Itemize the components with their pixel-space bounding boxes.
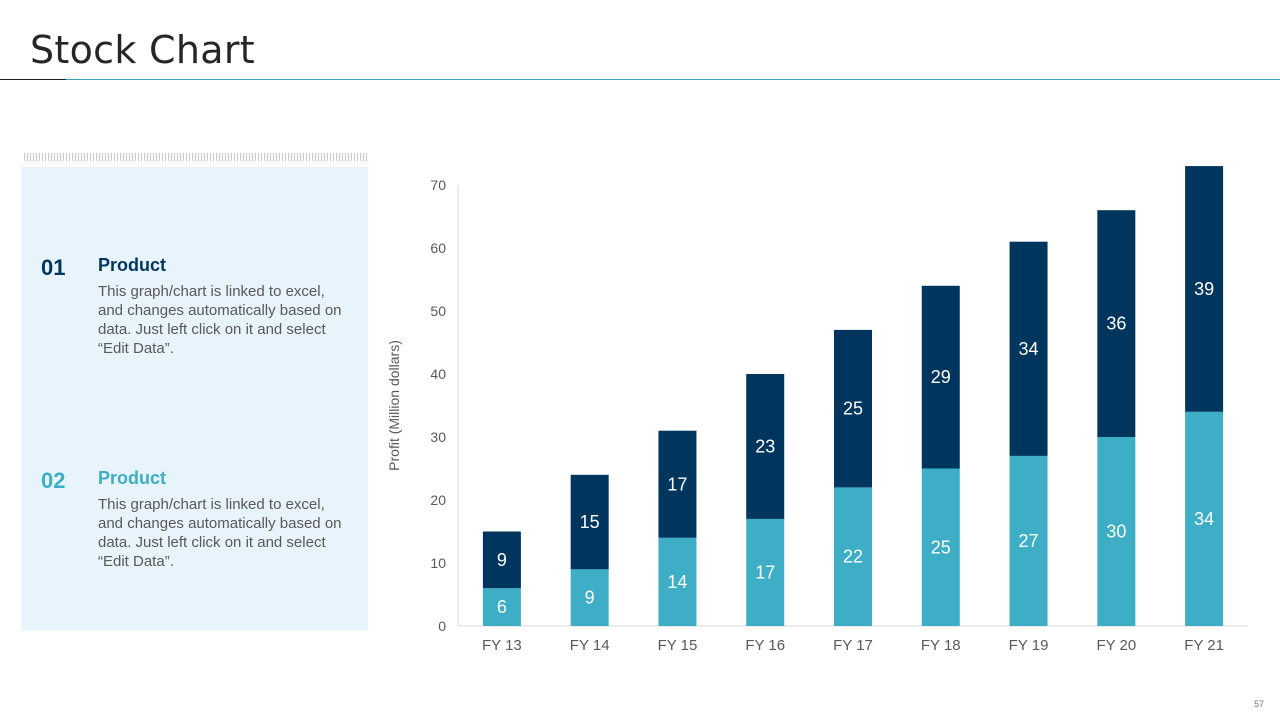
data-label: 17 <box>755 562 775 582</box>
bar-product-01 <box>570 474 609 570</box>
x-tick-label: FY 18 <box>921 637 961 654</box>
page-number: 57 <box>1253 699 1264 709</box>
y-tick-label: 70 <box>430 177 446 193</box>
x-tick-label: FY 15 <box>658 637 698 654</box>
title-underline-accent <box>0 79 66 80</box>
bar-product-01 <box>1185 166 1224 412</box>
bar-product-01 <box>1097 210 1136 437</box>
data-label: 25 <box>931 537 951 557</box>
bar-product-01 <box>1009 241 1048 456</box>
x-tick-label: FY 19 <box>1009 637 1049 654</box>
y-tick-label: 40 <box>430 366 446 382</box>
bar-product-01 <box>482 531 521 589</box>
y-tick-label: 10 <box>430 555 446 571</box>
item-heading: Product <box>98 255 167 275</box>
bar-product-01 <box>658 430 697 538</box>
data-label: 22 <box>843 547 863 567</box>
info-panel: 01 Product This graph/chart is linked to… <box>21 167 368 631</box>
bar-product-02 <box>1009 455 1048 626</box>
item-description: This graph/chart is linked to excel, and… <box>98 496 342 570</box>
slide-title: Stock Chart <box>30 28 255 72</box>
x-tick-label: FY 20 <box>1096 637 1136 654</box>
bar-product-01 <box>746 374 785 519</box>
bar-product-02 <box>746 518 785 626</box>
data-label: 17 <box>667 474 687 494</box>
data-label: 9 <box>585 588 595 608</box>
bar-product-02 <box>658 537 697 626</box>
bar-product-02 <box>1097 437 1136 626</box>
data-label: 6 <box>497 597 507 617</box>
bar-product-02 <box>482 588 521 626</box>
x-tick-label: FY 17 <box>833 637 873 654</box>
data-label: 34 <box>1019 339 1039 359</box>
x-tick-label: FY 21 <box>1184 637 1224 654</box>
x-tick-label: FY 16 <box>745 637 785 654</box>
bar-product-01 <box>921 285 960 469</box>
data-label: 9 <box>497 550 507 570</box>
data-label: 15 <box>580 512 600 532</box>
data-label: 27 <box>1019 531 1039 551</box>
y-tick-label: 0 <box>438 618 446 634</box>
panel-hatch-decoration <box>24 153 367 161</box>
item-number: 02 <box>41 468 66 493</box>
title-underline <box>66 79 1280 80</box>
data-label: 36 <box>1106 314 1126 334</box>
item-heading: Product <box>98 468 167 488</box>
data-label: 39 <box>1194 279 1214 299</box>
y-tick-label: 20 <box>430 492 446 508</box>
y-tick-label: 50 <box>430 303 446 319</box>
item-number: 01 <box>41 255 66 280</box>
data-label: 14 <box>667 572 687 592</box>
data-label: 29 <box>931 367 951 387</box>
data-label: 34 <box>1194 509 1214 529</box>
stacked-bar-chart: 0 10 20 30 40 50 60 70 Profit (Million dollars) 6… <box>386 166 1248 654</box>
data-label: 30 <box>1106 522 1126 542</box>
bar-product-02 <box>1185 411 1224 626</box>
bar-product-02 <box>834 487 872 626</box>
x-tick-label: FY 13 <box>482 637 522 654</box>
bar-product-01 <box>834 329 872 488</box>
bar-product-02 <box>570 569 609 626</box>
data-label: 25 <box>843 399 863 419</box>
data-label: 23 <box>755 436 775 456</box>
y-tick-label: 30 <box>430 429 446 445</box>
bar-product-02 <box>921 468 960 626</box>
y-tick-label: 60 <box>430 240 446 256</box>
item-description: This graph/chart is linked to excel, and… <box>98 283 342 357</box>
x-tick-label: FY 14 <box>570 637 610 654</box>
y-axis-label: Profit (Million dollars) <box>386 340 402 471</box>
